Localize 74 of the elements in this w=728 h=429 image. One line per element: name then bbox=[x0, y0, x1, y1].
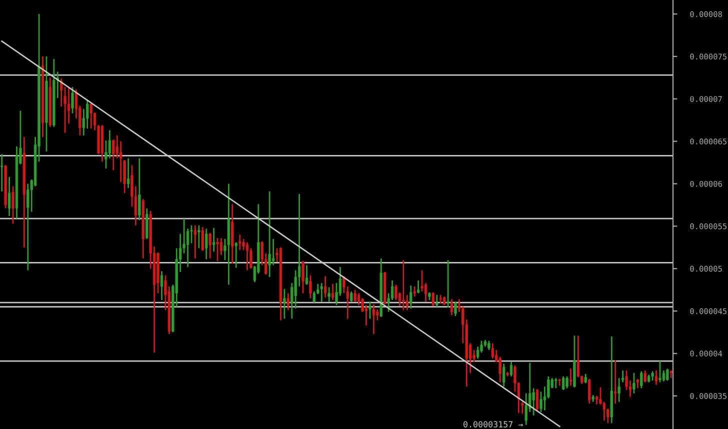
candlestick bbox=[283, 288, 286, 320]
candlestick bbox=[220, 237, 223, 256]
candlestick bbox=[651, 370, 654, 382]
candlestick bbox=[205, 228, 208, 260]
candlestick bbox=[640, 370, 643, 389]
candlestick bbox=[112, 138, 115, 171]
candlestick bbox=[272, 238, 275, 266]
candlestick bbox=[71, 86, 74, 114]
candlestick bbox=[138, 158, 141, 221]
candlestick bbox=[454, 301, 457, 317]
candlestick bbox=[628, 380, 632, 398]
candlestick bbox=[331, 283, 334, 301]
candlestick bbox=[390, 280, 394, 301]
candlestick bbox=[246, 242, 249, 271]
candlestick bbox=[208, 232, 212, 260]
candlestick bbox=[636, 378, 640, 389]
candlestick bbox=[416, 280, 420, 294]
candlestick bbox=[450, 298, 454, 316]
candlestick bbox=[584, 373, 587, 384]
candlestick bbox=[368, 301, 372, 320]
candlestick bbox=[305, 264, 308, 286]
candlestick bbox=[510, 361, 513, 378]
candlestick bbox=[238, 234, 242, 251]
candlestick bbox=[8, 176, 11, 217]
candlestick bbox=[198, 224, 200, 249]
candlestick bbox=[644, 370, 646, 384]
candlestick bbox=[488, 340, 490, 351]
candlestick bbox=[286, 292, 290, 311]
candlestick bbox=[554, 377, 558, 389]
candlestick bbox=[654, 370, 658, 386]
candlestick bbox=[126, 158, 130, 189]
candlestick bbox=[350, 290, 353, 302]
annotation: 0.00003157 → bbox=[463, 421, 523, 428]
candlestick bbox=[632, 372, 636, 394]
candlestick bbox=[146, 208, 148, 240]
candlestick bbox=[212, 227, 216, 252]
candlestick bbox=[302, 260, 304, 294]
candlestick bbox=[436, 294, 438, 308]
candlestick bbox=[666, 368, 669, 382]
candlestick bbox=[536, 388, 539, 412]
candlestick bbox=[194, 224, 197, 260]
candlestick bbox=[614, 360, 617, 404]
candlestick bbox=[328, 286, 330, 302]
candlestick bbox=[320, 282, 323, 302]
candlestick bbox=[186, 228, 190, 268]
candlestick bbox=[424, 282, 428, 302]
candlestick bbox=[309, 274, 312, 299]
candlestick bbox=[160, 270, 164, 301]
candlestick bbox=[432, 292, 435, 307]
candlestick bbox=[234, 242, 238, 268]
candlestick bbox=[0, 153, 4, 192]
candlestick bbox=[268, 190, 271, 278]
candlestick bbox=[540, 390, 542, 413]
candlestick bbox=[376, 308, 379, 322]
candlestick bbox=[618, 377, 620, 403]
candlestick bbox=[324, 276, 327, 298]
candlestick bbox=[420, 270, 424, 292]
candlestick bbox=[216, 237, 219, 262]
candlestick bbox=[658, 360, 662, 384]
candlestick bbox=[413, 286, 416, 298]
candlestick bbox=[569, 368, 572, 386]
candlestick bbox=[446, 259, 450, 308]
candlestick bbox=[372, 304, 376, 335]
candlestick bbox=[562, 376, 565, 391]
candlestick bbox=[566, 376, 568, 389]
candlestick bbox=[26, 183, 30, 271]
candlestick bbox=[502, 362, 506, 388]
candlestick bbox=[410, 284, 412, 310]
candlestick bbox=[12, 186, 14, 224]
candlestick bbox=[354, 289, 356, 302]
candlestick bbox=[491, 342, 494, 360]
candlestick bbox=[588, 378, 591, 404]
candlestick bbox=[402, 259, 405, 311]
candlestick bbox=[201, 226, 204, 252]
